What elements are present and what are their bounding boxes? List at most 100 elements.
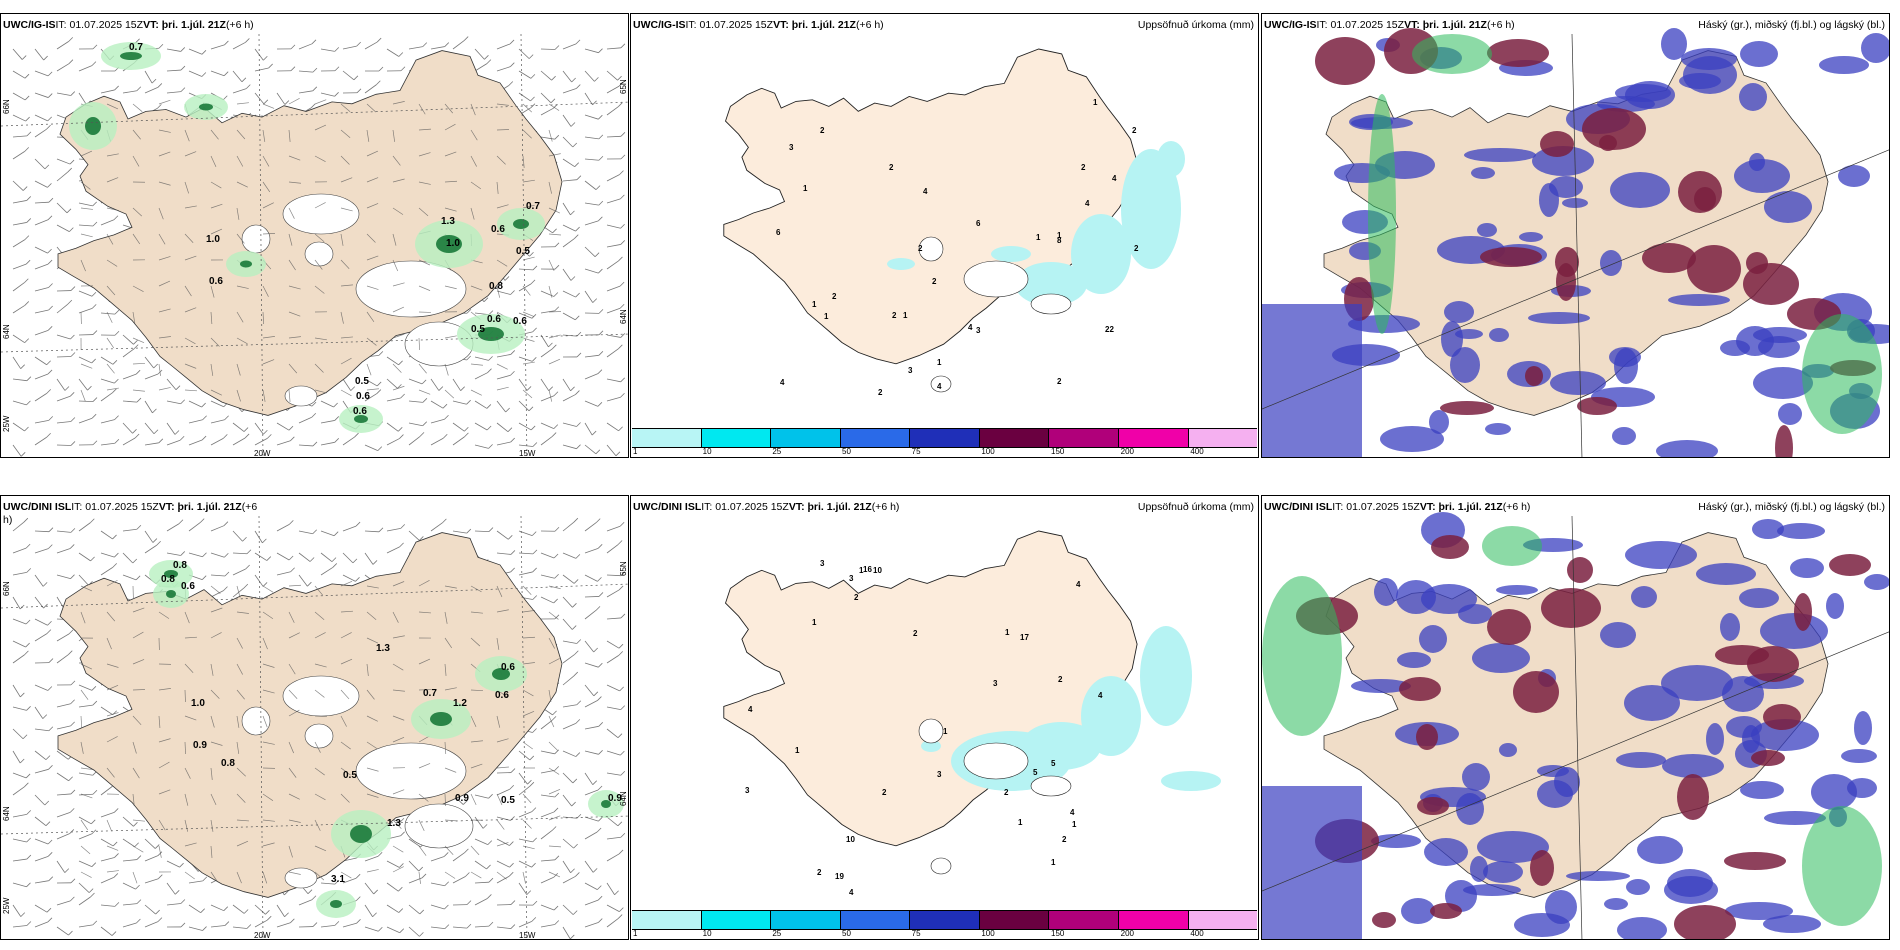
- precip-value-label: 4: [780, 378, 785, 387]
- precip-value-label: 2: [1134, 244, 1139, 253]
- wind-barb: [562, 872, 580, 884]
- wind-barb: [56, 650, 73, 664]
- wind-barb: [452, 422, 469, 432]
- gust-value-label: 0.5: [355, 376, 369, 387]
- wind-barb: [12, 854, 32, 862]
- wind-barb: [584, 246, 600, 257]
- init-time: IT: 01.07.2025 15Z: [685, 19, 774, 31]
- wind-barb: [166, 422, 180, 435]
- low-cloud: [1262, 304, 1362, 457]
- wind-barb: [584, 216, 603, 226]
- colorbar-swatch: [1049, 911, 1119, 929]
- wind-barb: [210, 521, 229, 532]
- wind-barb: [562, 904, 578, 915]
- wind-barb: [474, 894, 492, 906]
- wind-barb: [288, 285, 301, 290]
- wind-barb: [100, 926, 117, 936]
- wind-barb: [320, 438, 340, 446]
- wind-barb: [166, 399, 186, 405]
- wind-barb: [496, 550, 516, 555]
- colorbar-label: 10: [702, 447, 712, 456]
- wind-barb: [340, 103, 351, 113]
- low-cloud: [1374, 578, 1398, 606]
- wind-barb: [386, 434, 404, 446]
- wind-barb: [144, 904, 160, 915]
- gust-core: [120, 52, 142, 60]
- gust-value-label: 1.0: [191, 698, 205, 709]
- mid-cloud: [1582, 108, 1646, 150]
- wind-barb: [144, 851, 163, 862]
- low-cloud: [1740, 781, 1784, 799]
- wind-barb: [12, 218, 32, 226]
- wind-barb: [430, 400, 448, 409]
- low-cloud: [1450, 347, 1480, 383]
- wind-barb: [276, 422, 294, 431]
- wind-barb: [100, 438, 120, 446]
- panel-title: Uppsöfnuð úrkoma (mm): [1137, 501, 1254, 513]
- wind-barb: [100, 388, 117, 402]
- wind-barb: [392, 715, 405, 721]
- wind-barb: [366, 363, 372, 376]
- wind-barb: [34, 904, 52, 913]
- gust-value-label: 0.6: [209, 276, 223, 287]
- colorbar-swatch: [979, 911, 1050, 929]
- precip-value-label: 3: [849, 574, 854, 583]
- low-cloud: [1550, 371, 1606, 395]
- wind-barb: [254, 63, 273, 72]
- wind-barb: [314, 845, 327, 852]
- wind-barb: [12, 301, 30, 314]
- lon-label: 20W: [254, 931, 271, 940]
- wind-barb: [562, 444, 581, 450]
- wind-barb: [496, 422, 513, 433]
- wind-barb: [606, 154, 626, 160]
- wind-barb: [106, 685, 119, 691]
- wind-barb: [298, 67, 318, 73]
- wind-barb: [34, 765, 53, 774]
- wind-barb: [122, 433, 140, 446]
- wind-barb: [364, 552, 378, 565]
- wind-barb: [232, 84, 251, 94]
- wind-barb: [418, 579, 430, 587]
- wind-barb: [342, 70, 359, 81]
- low-cloud: [1401, 898, 1435, 924]
- mid-cloud: [1763, 704, 1801, 730]
- glacier: [963, 742, 1029, 780]
- wind-barb: [56, 378, 70, 391]
- wind-barb: [12, 543, 31, 554]
- wind-barb: [606, 422, 623, 432]
- precip-value-label: 3: [937, 770, 942, 779]
- mid-cloud: [1677, 774, 1709, 820]
- low-cloud: [1537, 780, 1573, 808]
- gust-value-label: 0.6: [491, 224, 505, 235]
- mid-cloud: [1751, 750, 1785, 766]
- valid-time: VT: þri. 1.júl. 21Z: [143, 19, 226, 31]
- lead-time: (+6 h): [855, 19, 884, 31]
- mid-cloud: [1567, 557, 1593, 583]
- low-cloud: [1604, 898, 1628, 910]
- valid-time: VT: þri. 1.júl. 21Z: [1404, 19, 1487, 31]
- mid-cloud: [1417, 797, 1449, 815]
- mid-cloud: [1541, 588, 1601, 628]
- colorbar-swatch: [979, 429, 1050, 447]
- wind-barb: [254, 904, 270, 915]
- low-cloud: [1371, 834, 1421, 848]
- wind-barb: [518, 882, 532, 895]
- wind-barb: [34, 629, 52, 642]
- wind-barb: [288, 98, 300, 105]
- low-cloud: [1609, 347, 1641, 367]
- wind-barb: [474, 921, 494, 928]
- wind-barb: [144, 83, 163, 94]
- wind-barb: [314, 155, 326, 162]
- wind-barb: [314, 793, 326, 801]
- glacier: [282, 193, 360, 235]
- low-cloud: [1625, 541, 1697, 569]
- glacier: [930, 375, 952, 393]
- wind-barb: [106, 311, 113, 323]
- wind-barb: [78, 440, 98, 446]
- wind-barb: [210, 389, 222, 396]
- wind-barb: [320, 47, 340, 52]
- wind-barb: [430, 904, 449, 910]
- low-cloud: [1471, 167, 1495, 179]
- wind-barb: [444, 741, 447, 754]
